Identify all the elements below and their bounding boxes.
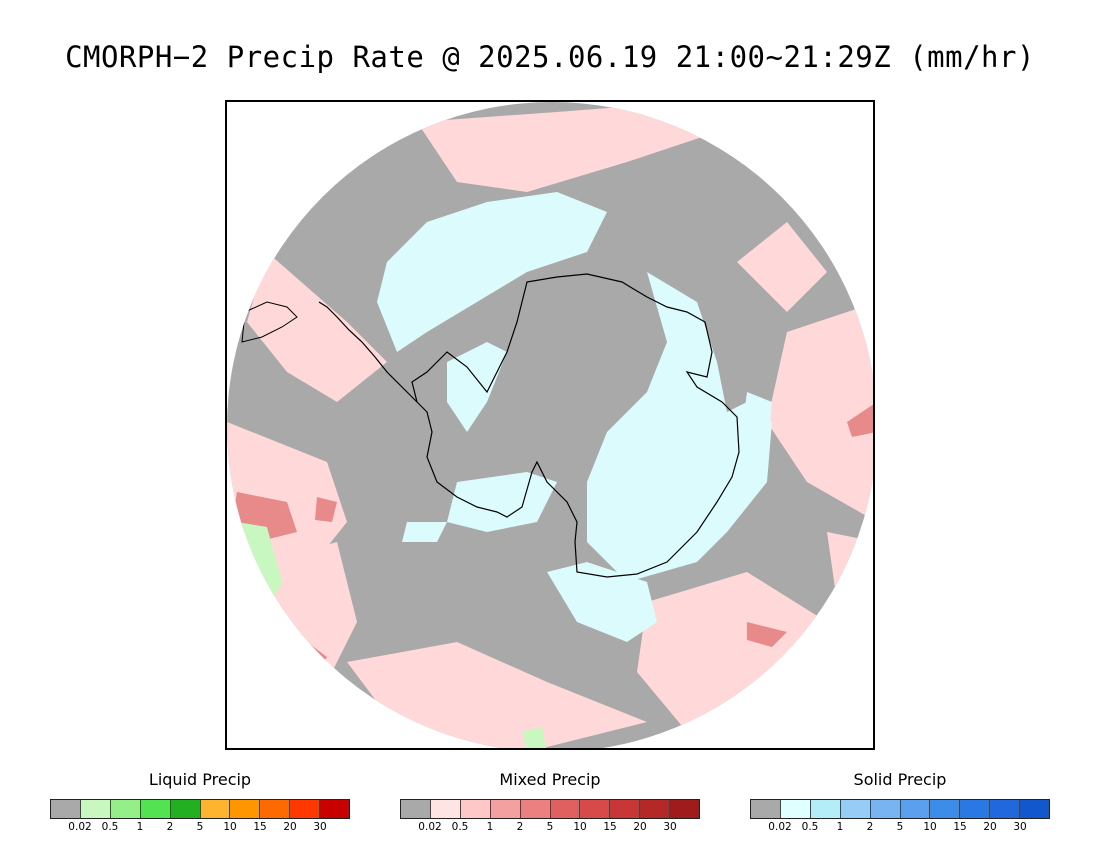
color-swatch — [401, 800, 431, 818]
color-swatch — [320, 800, 350, 818]
tick-label: 2 — [166, 821, 174, 833]
color-swatch — [200, 800, 231, 818]
tick-labels: 0.02 0.5 1 2 5 10 15 20 30 — [750, 821, 1050, 835]
tick-label: 10 — [573, 821, 587, 833]
color-swatch — [751, 800, 781, 818]
color-swatch — [260, 800, 291, 818]
tick-label: 0.02 — [68, 821, 92, 833]
tick-label: 2 — [516, 821, 524, 833]
color-swatch — [430, 800, 461, 818]
legend-title: Solid Precip — [853, 770, 947, 789]
color-swatch — [51, 800, 81, 818]
chart-title: CMORPH−2 Precip Rate @ 2025.06.19 21:00~… — [65, 40, 1035, 74]
color-swatch — [610, 800, 641, 818]
antarctic-peninsula — [318, 301, 418, 403]
color-swatch — [80, 800, 111, 818]
tick-label: 20 — [983, 821, 997, 833]
tick-label: 1 — [836, 821, 844, 833]
legend-solid: Solid Precip 0.02 0.5 1 2 5 10 15 20 30 — [750, 770, 1050, 840]
tick-label: 0.5 — [801, 821, 819, 833]
tick-label: 2 — [866, 821, 874, 833]
color-swatch — [990, 800, 1021, 818]
south-america-tip — [241, 301, 298, 343]
tick-label: 20 — [633, 821, 647, 833]
color-swatch — [460, 800, 491, 818]
color-swatch — [840, 800, 871, 818]
tick-label: 30 — [663, 821, 677, 833]
color-swatch — [550, 800, 581, 818]
tick-label: 1 — [136, 821, 144, 833]
tick-label: 10 — [923, 821, 937, 833]
tick-label: 30 — [313, 821, 327, 833]
tick-label: 15 — [603, 821, 617, 833]
color-swatch — [580, 800, 611, 818]
color-scale — [400, 799, 700, 819]
tick-label: 15 — [953, 821, 967, 833]
color-swatch — [930, 800, 961, 818]
legend-mixed: Mixed Precip 0.02 0.5 1 2 5 10 15 20 30 — [400, 770, 700, 840]
color-swatch — [870, 800, 901, 818]
solid-precip-regions — [377, 192, 772, 642]
color-swatch — [1020, 800, 1050, 818]
tick-label: 5 — [546, 821, 554, 833]
color-swatch — [670, 800, 700, 818]
color-swatch — [290, 800, 321, 818]
color-swatch — [140, 800, 171, 818]
legend-title: Liquid Precip — [148, 770, 252, 789]
color-swatch — [810, 800, 841, 818]
legend-title: Mixed Precip — [499, 770, 601, 789]
tick-label: 1 — [486, 821, 494, 833]
tick-label: 15 — [253, 821, 267, 833]
tick-label: 5 — [896, 821, 904, 833]
tick-labels: 0.02 0.5 1 2 5 10 15 20 30 — [400, 821, 700, 835]
tick-label: 0.02 — [418, 821, 442, 833]
color-swatch — [640, 800, 671, 818]
tick-label: 10 — [223, 821, 237, 833]
tick-label: 30 — [1013, 821, 1027, 833]
color-scale — [50, 799, 350, 819]
color-swatch — [490, 800, 521, 818]
polar-map — [225, 100, 875, 750]
color-swatch — [900, 800, 931, 818]
antarctica-coastline — [411, 273, 740, 578]
tick-label: 0.5 — [101, 821, 119, 833]
tick-label: 0.02 — [768, 821, 792, 833]
color-swatch — [960, 800, 991, 818]
color-swatch — [520, 800, 551, 818]
tick-labels: 0.02 0.5 1 2 5 10 15 20 30 — [50, 821, 350, 835]
legend-liquid: Liquid Precip 0.02 0.5 1 2 5 10 15 20 30 — [50, 770, 350, 840]
tick-label: 5 — [196, 821, 204, 833]
color-scale — [750, 799, 1050, 819]
color-swatch — [170, 800, 201, 818]
color-swatch — [780, 800, 811, 818]
tick-label: 0.5 — [451, 821, 469, 833]
polar-map-canvas — [227, 102, 873, 748]
tick-label: 20 — [283, 821, 297, 833]
color-swatch — [230, 800, 261, 818]
color-swatch — [110, 800, 141, 818]
